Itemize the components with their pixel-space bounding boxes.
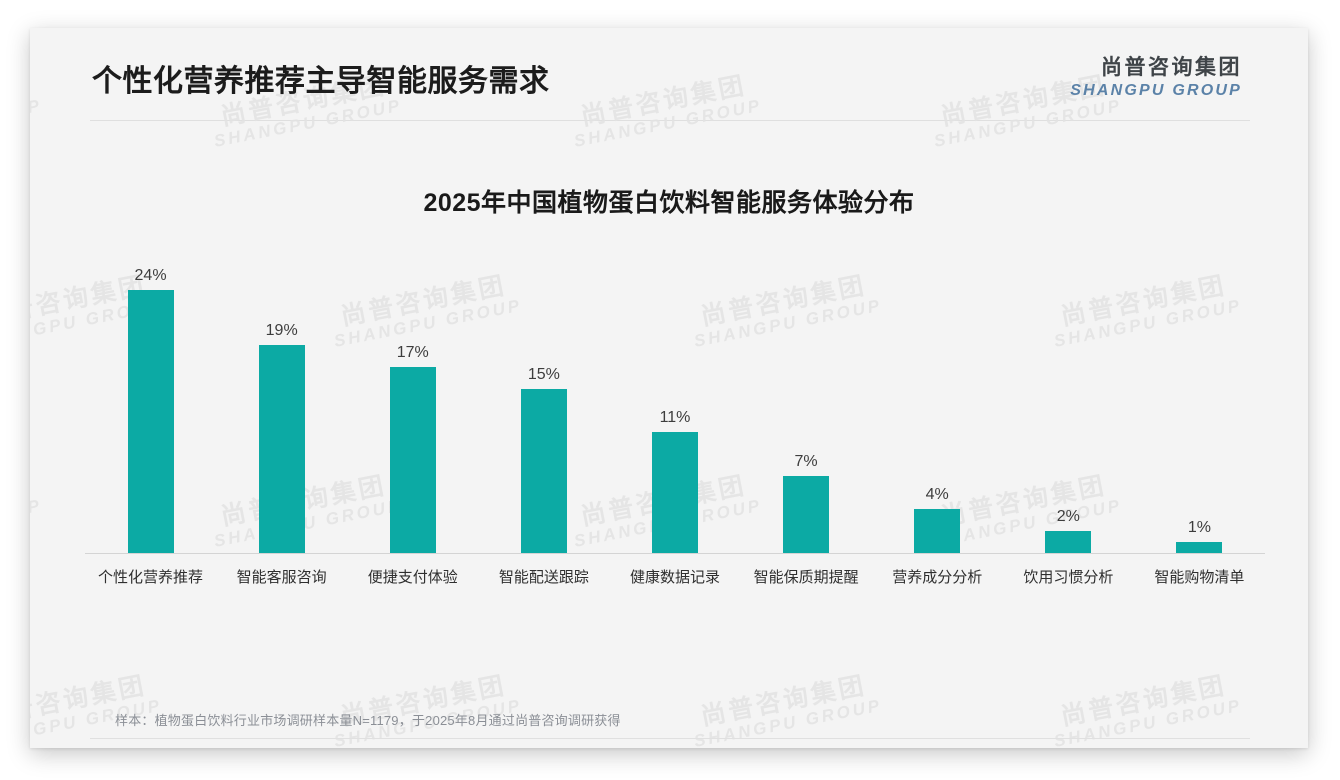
bar-value-label: 1% bbox=[1187, 519, 1211, 537]
chart-region: 2025年中国植物蛋白饮料智能服务体验分布 24% 19% 17% 15% 11% 7% 4… bbox=[30, 28, 1308, 748]
x-label-slot: 健康数据记录 bbox=[609, 566, 740, 587]
x-label-slot: 智能配送跟踪 bbox=[478, 566, 609, 587]
x-axis-label: 智能客服咨询 bbox=[236, 569, 327, 586]
bar-slot[interactable]: 11% bbox=[609, 268, 740, 553]
x-axis-label: 便捷支付体验 bbox=[367, 569, 458, 586]
bar-rect[interactable] bbox=[914, 509, 961, 553]
slide-footer: ©2025.10 SHANGPU GROUP www.shangpu-china… bbox=[30, 740, 1308, 748]
bar-slot[interactable]: 24% bbox=[85, 268, 216, 553]
x-label-slot: 智能客服咨询 bbox=[216, 566, 347, 587]
brand-logo: 尚普咨询集团 SHANGPU GROUP bbox=[1070, 56, 1242, 100]
bar-value-label: 19% bbox=[265, 321, 298, 339]
x-label-slot: 营养成分分析 bbox=[872, 566, 1003, 587]
bar-slot[interactable]: 1% bbox=[1134, 268, 1265, 553]
bar-value-label: 11% bbox=[659, 409, 691, 427]
x-axis-label: 营养成分分析 bbox=[892, 569, 983, 586]
bar-rect[interactable] bbox=[258, 344, 305, 553]
x-label-slot: 个性化营养推荐 bbox=[85, 566, 216, 587]
bar-slot[interactable]: 7% bbox=[741, 268, 872, 553]
bar-value-label: 7% bbox=[794, 453, 818, 471]
header-divider bbox=[90, 120, 1250, 121]
slide-header: 个性化营养推荐主导智能服务需求 尚普咨询集团 SHANGPU GROUP bbox=[30, 28, 1308, 120]
bar-rect[interactable] bbox=[127, 290, 174, 553]
page-title: 个性化营养推荐主导智能服务需求 bbox=[92, 65, 550, 98]
footer-divider bbox=[90, 738, 1250, 739]
x-label-slot: 智能购物清单 bbox=[1134, 566, 1265, 587]
x-label-slot: 便捷支付体验 bbox=[347, 566, 478, 587]
brand-logo-cn: 尚普咨询集团 bbox=[1101, 56, 1242, 79]
x-axis-label: 智能购物清单 bbox=[1154, 569, 1245, 586]
x-axis-label: 健康数据记录 bbox=[629, 569, 720, 586]
bar-value-label: 2% bbox=[1056, 508, 1080, 526]
bar-rect[interactable] bbox=[389, 366, 436, 553]
brand-logo-en: SHANGPU GROUP bbox=[1070, 82, 1242, 100]
bar-value-label: 17% bbox=[396, 343, 429, 361]
sample-footnote: 样本：植物蛋白饮料行业市场调研样本量N=1179，于2025年8月通过尚普咨询调… bbox=[115, 713, 621, 728]
bar-rect[interactable] bbox=[520, 388, 567, 553]
x-axis-labels: 个性化营养推荐 智能客服咨询 便捷支付体验 智能配送跟踪 健康数据记录 智能保质期提醒 营养… bbox=[85, 566, 1265, 587]
bar-value-label: 4% bbox=[925, 486, 949, 504]
bar-slot[interactable]: 15% bbox=[478, 268, 609, 553]
bar-rect[interactable] bbox=[1045, 531, 1092, 553]
x-axis-label: 智能保质期提醒 bbox=[753, 569, 859, 586]
bar-slot[interactable]: 17% bbox=[347, 268, 478, 553]
bar-value-label: 15% bbox=[527, 365, 560, 383]
bar-value-label: 24% bbox=[134, 267, 167, 284]
x-axis-line bbox=[85, 553, 1265, 554]
bar-series: 24% 19% 17% 15% 11% 7% 4% 2% 1% bbox=[85, 268, 1265, 553]
bar-rect[interactable] bbox=[1176, 542, 1223, 553]
x-label-slot: 智能保质期提醒 bbox=[741, 566, 872, 587]
bar-slot[interactable]: 19% bbox=[216, 268, 347, 553]
x-axis-label: 个性化营养推荐 bbox=[98, 569, 204, 586]
bar-rect[interactable] bbox=[783, 476, 830, 553]
bar-slot[interactable]: 2% bbox=[1003, 268, 1134, 553]
bar-rect[interactable] bbox=[651, 432, 698, 553]
x-axis-label: 饮用习惯分析 bbox=[1023, 569, 1114, 586]
bar-slot[interactable]: 4% bbox=[872, 268, 1003, 553]
x-label-slot: 饮用习惯分析 bbox=[1003, 566, 1134, 587]
x-axis-label: 智能配送跟踪 bbox=[498, 569, 589, 586]
chart-title: 2025年中国植物蛋白饮料智能服务体验分布 bbox=[423, 189, 915, 217]
